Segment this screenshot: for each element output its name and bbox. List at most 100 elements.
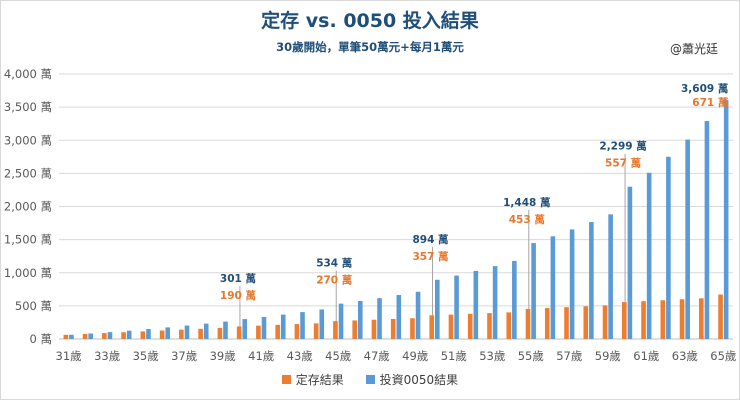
- bar-invest: [646, 172, 652, 339]
- bar-invest: [377, 298, 382, 339]
- bar-invest: [569, 229, 575, 339]
- chart-title: 定存 vs. 0050 投入結果: [261, 10, 479, 32]
- bar-invest: [203, 323, 209, 339]
- bar-deposit: [679, 299, 685, 339]
- bar-invest: [435, 279, 440, 339]
- bar-invest: [723, 99, 729, 339]
- bar-deposit: [467, 313, 473, 339]
- bar-invest: [69, 334, 74, 339]
- x-tick-label: 39歲: [210, 349, 236, 363]
- x-tick-label: 53歲: [479, 349, 505, 363]
- bar-invest: [415, 291, 421, 339]
- x-tick-label: 59歲: [595, 349, 621, 363]
- y-tick-label: 3,500 萬: [4, 100, 52, 114]
- bar-invest: [627, 186, 633, 339]
- bar-deposit: [410, 318, 415, 339]
- data-labels: 301 萬 190 萬 534 萬 270 萬 894 萬 357 萬 1,448 萬 453…: [220, 82, 728, 302]
- bar-deposit: [140, 331, 146, 339]
- bar-deposit: [63, 334, 69, 339]
- bar-deposit: [179, 329, 184, 339]
- legend-swatch-deposit: [281, 375, 291, 384]
- x-tick-label: 61歲: [633, 349, 659, 363]
- legend-item-invest[interactable]: 投資0050結果: [365, 371, 459, 388]
- data-label-deposit: 671 萬: [692, 96, 728, 109]
- y-tick-label: 1,500 萬: [4, 233, 52, 247]
- legend-label-deposit: 定存結果: [295, 373, 344, 387]
- x-tick-label: 55歲: [518, 349, 544, 363]
- bar-deposit: [217, 327, 223, 339]
- bar-invest: [550, 236, 556, 339]
- legend-swatch-invest: [365, 375, 375, 384]
- bar-invest: [319, 309, 325, 339]
- bar-deposit: [718, 294, 723, 339]
- bar-deposit: [352, 320, 357, 339]
- bar-invest: [492, 266, 498, 339]
- bar-deposit: [699, 298, 704, 339]
- y-tick-label: 2,000 萬: [4, 200, 52, 214]
- bar-deposit: [275, 324, 280, 339]
- bar-deposit: [236, 326, 242, 339]
- y-tick-label: 3,000 萬: [4, 133, 52, 147]
- data-label-deposit: 557 萬: [605, 157, 641, 170]
- data-label-invest: 3,609 萬: [681, 82, 728, 95]
- bar-invest: [242, 319, 248, 339]
- bar-deposit: [390, 318, 396, 339]
- y-axis-ticks: 0 萬 500 萬 1,000 萬 1,500 萬 2,000 萬 2,500 萬 3,00…: [4, 67, 52, 346]
- bar-deposit: [333, 321, 338, 339]
- x-tick-label: 65歲: [710, 349, 736, 363]
- bar-deposit: [429, 315, 435, 339]
- data-label-invest: 1,448 萬: [503, 196, 550, 209]
- y-tick-label: 500 萬: [15, 299, 52, 313]
- bars: [63, 99, 729, 339]
- bar-invest: [454, 275, 459, 339]
- bar-deposit: [487, 313, 492, 339]
- x-tick-label: 33歲: [94, 349, 120, 363]
- bar-invest: [165, 327, 171, 339]
- data-label-invest: 894 萬: [412, 233, 448, 246]
- x-tick-label: 51歲: [441, 349, 467, 363]
- x-axis-ticks: 31歲 33歲 35歲 37歲 39歲 41歲 43歲 45歲 47歲 49歲 51歲 53歲 55歲 5…: [56, 349, 737, 363]
- y-tick-label: 4,000 萬: [4, 67, 52, 81]
- bar-invest: [107, 332, 113, 339]
- data-label-deposit: 453 萬: [509, 213, 545, 226]
- x-tick-label: 45歲: [325, 349, 351, 363]
- data-label-deposit: 357 萬: [412, 250, 448, 263]
- bar-invest: [396, 295, 402, 339]
- x-tick-label: 63歲: [672, 349, 698, 363]
- x-tick-label: 41歲: [248, 349, 274, 363]
- bar-deposit: [256, 325, 261, 339]
- bar-invest: [685, 139, 690, 339]
- bar-invest: [531, 243, 536, 339]
- bar-deposit: [544, 308, 550, 339]
- y-tick-label: 2,500 萬: [4, 166, 52, 180]
- x-tick-label: 31歲: [56, 349, 82, 363]
- y-tick-label: 1,000 萬: [4, 266, 52, 280]
- bar-invest: [88, 333, 93, 339]
- bar-deposit: [159, 330, 165, 339]
- bar-deposit: [294, 324, 300, 339]
- bar-invest: [608, 214, 613, 339]
- bar-deposit: [621, 302, 627, 339]
- data-label-invest: 2,299 萬: [599, 140, 646, 153]
- bar-deposit: [448, 314, 454, 339]
- x-tick-label: 57歲: [556, 349, 582, 363]
- legend-item-deposit[interactable]: 定存結果: [281, 371, 344, 388]
- bar-invest: [184, 325, 190, 339]
- bar-deposit: [506, 312, 512, 339]
- bar-deposit: [371, 319, 377, 339]
- y-tick-label: 0 萬: [30, 332, 52, 346]
- bar-invest: [704, 121, 710, 339]
- author-credit: @蕭光廷: [669, 42, 718, 56]
- legend-label-invest: 投資0050結果: [379, 373, 459, 387]
- bar-deposit: [564, 307, 569, 339]
- bar-invest: [666, 156, 671, 339]
- data-label-invest: 301 萬: [220, 272, 256, 285]
- bar-deposit: [82, 333, 88, 339]
- x-tick-label: 35歲: [133, 349, 159, 363]
- x-tick-label: 49歲: [402, 349, 428, 363]
- bar-invest: [512, 260, 517, 339]
- bar-invest: [338, 303, 344, 339]
- chart-subtitle: 30歲開始，單筆50萬元+每月1萬元: [276, 40, 464, 54]
- bar-deposit: [121, 332, 126, 339]
- bar-invest: [261, 316, 267, 339]
